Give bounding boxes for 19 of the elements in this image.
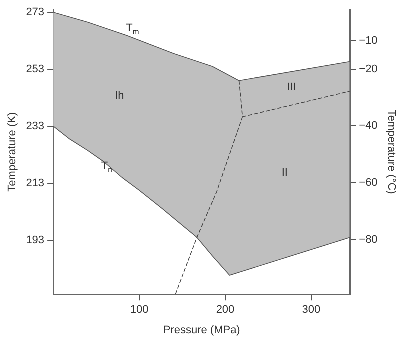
annotation: Ih xyxy=(115,90,124,102)
x-axis-title: Pressure (MPa) xyxy=(163,324,240,336)
x-tick-label: 200 xyxy=(216,304,235,316)
annotation: II xyxy=(282,166,288,179)
y2-tick-label: −60 xyxy=(359,176,378,189)
y-tick-label: 233 xyxy=(26,120,45,132)
y2-axis-title: Temperature (°C) xyxy=(385,110,398,194)
y2-tick-label: −40 xyxy=(359,120,378,132)
y-tick-label: 213 xyxy=(26,177,45,190)
y2-tick-label: −10 xyxy=(359,34,378,47)
y-tick-label: 253 xyxy=(26,63,45,76)
y2-tick-label: −20 xyxy=(359,63,378,76)
x-tick-label: 300 xyxy=(302,304,321,316)
x-tick-label: 100 xyxy=(130,304,149,316)
y-axis-title: Temperature (K) xyxy=(6,112,19,192)
y-tick-label: 273 xyxy=(26,6,45,18)
y2-tick-label: −80 xyxy=(359,234,378,246)
y-tick-label: 193 xyxy=(26,234,45,246)
annotation: III xyxy=(287,81,296,94)
